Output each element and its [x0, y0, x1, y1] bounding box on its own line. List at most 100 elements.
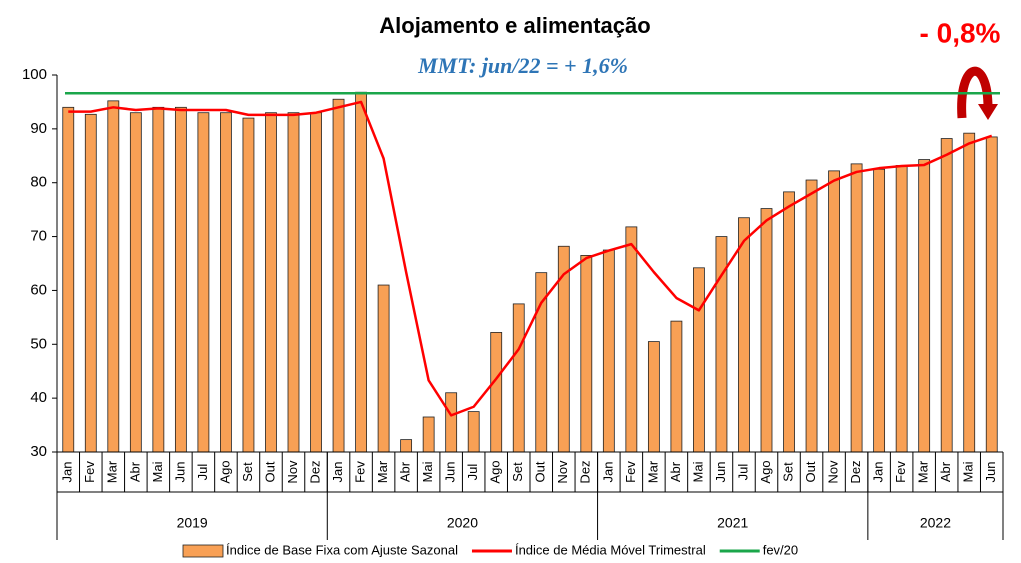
x-tick-label: Mar: [916, 460, 931, 483]
y-tick-label: 60: [30, 281, 47, 298]
x-tick-label: Mai: [690, 461, 705, 482]
x-tick-label: Abr: [127, 461, 142, 482]
line: [68, 100, 993, 417]
legend-label: Índice de Média Móvel Trimestral: [515, 542, 706, 557]
annotation: - 0,8%: [920, 17, 1001, 48]
year-label: 2021: [717, 515, 748, 531]
bar: [287, 112, 300, 453]
bar: [940, 138, 953, 453]
bar: [828, 170, 840, 453]
x-tick-label: Jun: [713, 462, 728, 483]
x-tick-label: Fev: [893, 461, 908, 483]
bar: [84, 113, 97, 453]
bar: [62, 106, 75, 453]
x-tick-label: Fev: [82, 461, 97, 483]
x-tick-label: Mai: [150, 461, 165, 482]
bar: [197, 112, 210, 453]
bar: [580, 255, 593, 453]
x-tick-label: Jun: [172, 462, 187, 483]
x-tick-label: Jan: [330, 462, 345, 483]
bar: [693, 267, 705, 453]
x-tick-label: Ago: [758, 460, 773, 483]
y-tick-label: 40: [30, 389, 47, 406]
arrow-head: [978, 104, 998, 120]
bar: [355, 91, 367, 453]
y-tick-label: 30: [30, 443, 47, 460]
bar: [220, 112, 232, 453]
x-tick-label: Jun: [983, 462, 998, 483]
x-tick-label: Mai: [420, 461, 435, 482]
x-tick-label: Jun: [443, 462, 458, 483]
bar: [850, 163, 863, 453]
bar: [602, 249, 615, 453]
bar: [512, 303, 525, 453]
y-tick-label: 70: [30, 228, 47, 245]
bar: [174, 106, 187, 453]
x-tick-label: Mai: [961, 461, 976, 482]
x-tick-label: Dez: [848, 460, 863, 483]
bar: [625, 226, 638, 453]
x-tick-label: Out: [533, 461, 548, 482]
bar: [242, 117, 255, 453]
year-label: 2022: [920, 515, 951, 531]
bar: [760, 208, 773, 453]
x-tick-label: Mar: [645, 460, 660, 483]
x-tick-label: Out: [803, 461, 818, 482]
y-tick-label: 50: [30, 335, 47, 352]
x-tick-label: Ago: [217, 460, 232, 483]
bar: [963, 132, 976, 453]
x-tick-label: Ago: [488, 460, 503, 483]
x-tick-label: Dez: [578, 460, 593, 483]
x-tick-label: Nov: [826, 460, 841, 484]
bar: [918, 159, 931, 453]
x-tick-label: Fev: [353, 461, 368, 483]
bar: [377, 284, 390, 453]
x-tick-label: Dez: [307, 460, 322, 483]
bar: [783, 191, 795, 453]
bar: [895, 165, 908, 453]
x-tick-label: Jul: [195, 464, 210, 481]
bar: [129, 112, 142, 453]
x-tick-label: Fev: [623, 461, 638, 483]
year-label: 2020: [447, 515, 478, 531]
bar: [647, 341, 660, 453]
bar: [467, 411, 480, 453]
legend-swatch: [182, 544, 224, 558]
bar: [400, 439, 413, 453]
x-tick-label: Set: [510, 462, 525, 482]
bar: [152, 106, 165, 453]
bar: [265, 112, 277, 453]
chart-subtitle: MMT: jun/22 = + 1,6%: [417, 53, 628, 78]
chart-title: Alojamento e alimentação: [379, 13, 650, 38]
x-tick-label: Set: [240, 462, 255, 482]
x-tick-label: Mar: [105, 460, 120, 483]
bar: [490, 332, 503, 453]
legend-label: Índice de Base Fixa com Ajuste Sazonal: [226, 542, 458, 557]
legend-label: fev/20: [763, 542, 798, 557]
bar: [332, 98, 345, 453]
x-tick-label: Jul: [465, 464, 480, 481]
x-tick-label: Set: [780, 462, 795, 482]
x-tick-label: Jul: [735, 464, 750, 481]
y-tick-label: 80: [30, 174, 47, 191]
x-tick-label: Out: [262, 461, 277, 482]
bar: [985, 136, 998, 453]
bar: [805, 179, 818, 453]
bar: [422, 416, 435, 453]
bar: [107, 100, 120, 453]
bar: [445, 392, 458, 453]
bar: [670, 320, 683, 453]
x-tick-label: Jan: [600, 462, 615, 483]
year-label: 2019: [177, 515, 208, 531]
bar: [557, 245, 570, 453]
x-tick-label: Nov: [555, 460, 570, 484]
x-tick-label: Mar: [375, 460, 390, 483]
y-tick-label: 90: [30, 120, 47, 137]
x-tick-label: Jan: [60, 462, 75, 483]
bar: [310, 112, 322, 453]
x-tick-label: Abr: [938, 461, 953, 482]
x-tick-label: Nov: [285, 460, 300, 484]
x-tick-label: Abr: [668, 461, 683, 482]
x-tick-label: Abr: [398, 461, 413, 482]
